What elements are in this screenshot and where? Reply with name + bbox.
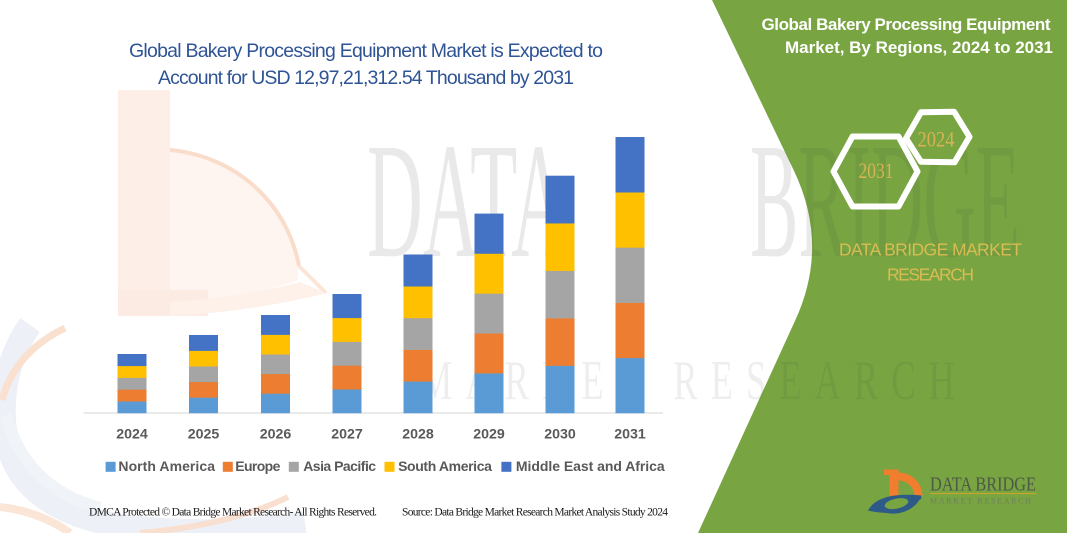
svg-text:MARKET RESEARCH: MARKET RESEARCH: [930, 497, 1033, 506]
svg-text:2030: 2030: [544, 426, 576, 442]
svg-text:Asia Pacific: Asia Pacific: [303, 458, 376, 474]
svg-text:Market, By Regions, 2024 to 20: Market, By Regions, 2024 to 2031: [785, 38, 1053, 57]
svg-text:2027: 2027: [331, 426, 363, 442]
svg-text:Europe: Europe: [235, 458, 280, 474]
svg-text:2026: 2026: [260, 426, 292, 442]
svg-text:2031: 2031: [614, 426, 646, 442]
svg-text:DMCA Protected © Data Bridge M: DMCA Protected © Data Bridge Market Rese…: [89, 507, 377, 519]
svg-text:Global Bakery Processing Equip: Global Bakery Processing Equipment: [762, 15, 1051, 34]
svg-text:RESEARCH: RESEARCH: [887, 265, 974, 285]
svg-text:2024: 2024: [116, 426, 148, 442]
svg-text:2028: 2028: [402, 426, 434, 442]
svg-text:Middle East and Africa: Middle East and Africa: [516, 458, 665, 474]
svg-text:2029: 2029: [473, 426, 505, 442]
svg-text:2024: 2024: [918, 126, 955, 151]
svg-text:Source: Data Bridge Market Res: Source: Data Bridge Market Research Mark…: [402, 507, 668, 519]
svg-text:Global Bakery Processing Equip: Global Bakery Processing Equipment Marke…: [129, 40, 603, 62]
svg-text:South America: South America: [398, 458, 492, 474]
svg-text:DATA BRIDGE MARKET: DATA BRIDGE MARKET: [839, 240, 1022, 260]
svg-text:2031: 2031: [859, 158, 894, 183]
svg-text:2025: 2025: [188, 426, 220, 442]
svg-text:DATA BRIDGE: DATA BRIDGE: [930, 475, 1036, 496]
svg-text:DATA: DATA: [367, 109, 567, 292]
svg-text:North America: North America: [118, 458, 215, 474]
svg-text:Account for USD 12,97,21,312.5: Account for USD 12,97,21,312.54 Thousand…: [158, 67, 574, 89]
